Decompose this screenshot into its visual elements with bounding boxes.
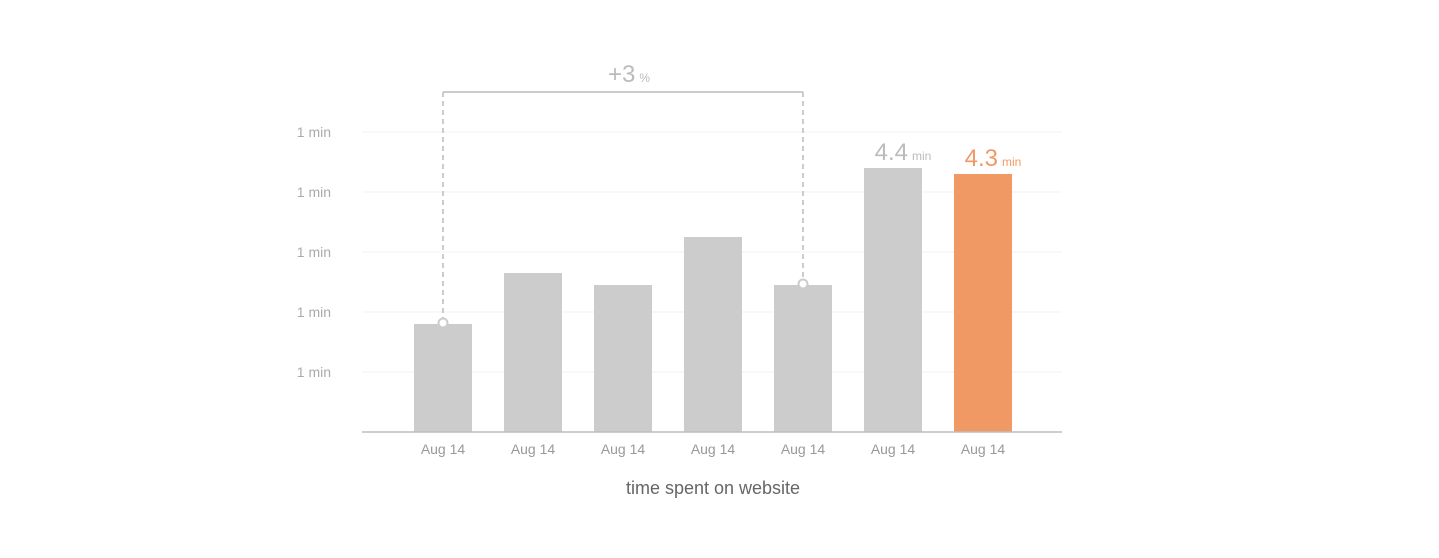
y-tick-label: 1 min <box>297 124 331 140</box>
y-tick-label: 1 min <box>297 364 331 380</box>
comparison-unit: % <box>639 71 650 85</box>
y-axis-ticks: 1 min 1 min 1 min 1 min 1 min <box>297 124 331 380</box>
bar-highlighted <box>954 174 1012 432</box>
value-label: 4.3 min <box>965 145 1022 172</box>
value-label: 4.4 min <box>875 139 932 166</box>
x-tick-label: Aug 14 <box>511 441 556 457</box>
y-tick-label: 1 min <box>297 304 331 320</box>
value-label-unit: min <box>912 149 931 163</box>
y-tick-label: 1 min <box>297 244 331 260</box>
value-label-number: 4.3 <box>965 145 998 172</box>
bars <box>414 168 1012 432</box>
bar <box>864 168 922 432</box>
x-tick-label: Aug 14 <box>871 441 916 457</box>
bracket-end-dot <box>797 278 809 290</box>
value-label-unit: min <box>1002 155 1021 169</box>
bar <box>684 237 742 432</box>
y-tick-label: 1 min <box>297 184 331 200</box>
bar <box>504 273 562 432</box>
x-tick-label: Aug 14 <box>691 441 736 457</box>
x-tick-label: Aug 14 <box>961 441 1006 457</box>
value-labels: 4.4 min 4.3 min <box>875 139 1022 172</box>
value-label-number: 4.4 <box>875 139 908 166</box>
bar <box>594 285 652 432</box>
comparison-label: +3% <box>608 61 650 88</box>
x-tick-label: Aug 14 <box>781 441 826 457</box>
x-tick-label: Aug 14 <box>421 441 466 457</box>
x-axis-title: time spent on website <box>626 478 800 498</box>
x-axis-ticks: Aug 14 Aug 14 Aug 14 Aug 14 Aug 14 Aug 14 Aug … <box>421 441 1006 457</box>
bar <box>414 324 472 432</box>
x-tick-label: Aug 14 <box>601 441 646 457</box>
comparison-bracket: +3% <box>437 61 809 329</box>
bar <box>774 285 832 432</box>
comparison-value: +3 <box>608 61 635 88</box>
bracket-start-dot <box>437 317 449 329</box>
